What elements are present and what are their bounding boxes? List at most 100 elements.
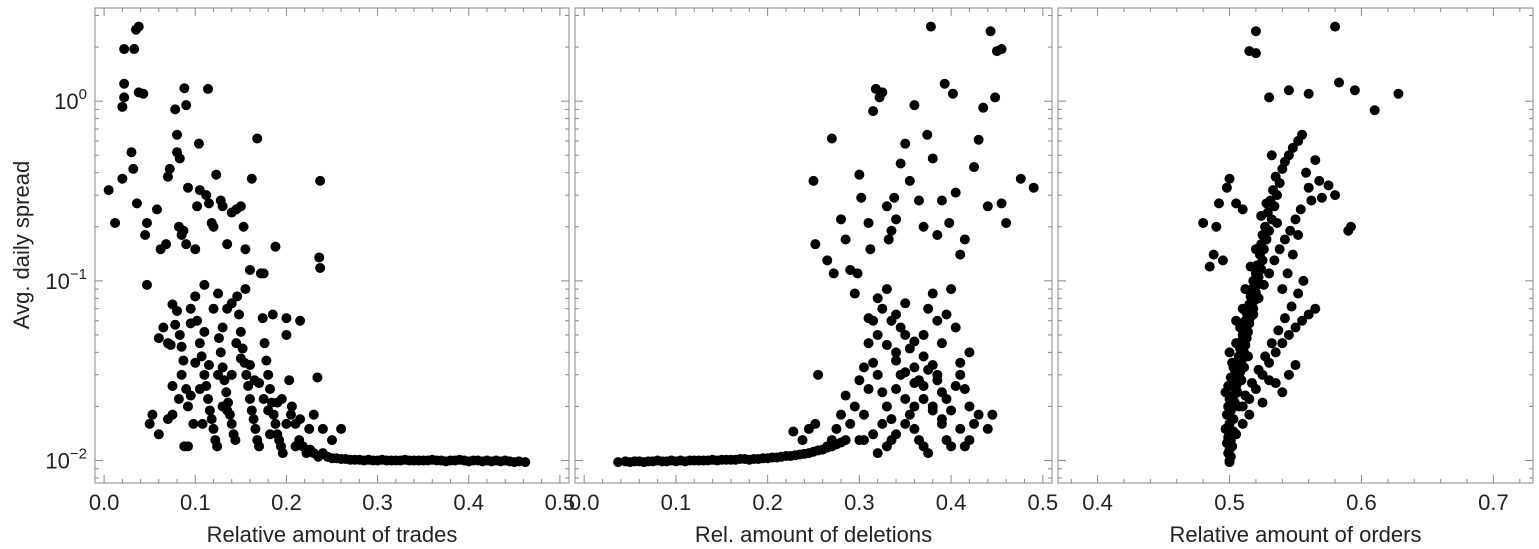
scatter-point (913, 195, 924, 206)
scatter-point (206, 414, 217, 425)
scatter-point (203, 394, 214, 405)
scatter-point (1261, 198, 1272, 209)
scatter-point (1237, 418, 1248, 429)
x-tick-label: 0.5 (1214, 490, 1245, 515)
scatter-point (1290, 360, 1301, 371)
scatter-point (240, 244, 251, 255)
scatter-point (1253, 364, 1264, 375)
scatter-point (925, 21, 936, 32)
x-tick-label: 0.3 (844, 490, 875, 515)
scatter-point (868, 429, 879, 440)
x-tick-label: 0.4 (1082, 490, 1113, 515)
scatter-point (138, 88, 149, 99)
scatter-point (1290, 214, 1301, 225)
scatter-point (900, 394, 911, 405)
scatter-point (1228, 362, 1239, 373)
scatter-point (246, 173, 257, 184)
scatter-point (868, 106, 879, 117)
scatter-point (868, 357, 879, 368)
scatter-point (213, 369, 224, 380)
scatter-point (295, 414, 306, 425)
scatter-point (147, 409, 158, 420)
x-axis-label: Relative amount of trades (207, 522, 458, 547)
plot-frame (94, 7, 570, 484)
scatter-point (858, 409, 869, 420)
scatter-point (215, 347, 226, 358)
scatter-point (167, 409, 178, 420)
scatter-point (1258, 279, 1269, 290)
scatter-point (877, 87, 888, 98)
scatter-point (1240, 284, 1251, 295)
scatter-point (222, 239, 233, 250)
scatter-point (1204, 261, 1215, 272)
x-tick-label: 0.0 (569, 490, 600, 515)
scatter-point (854, 169, 865, 180)
scatter-point (1239, 362, 1250, 373)
scatter-point (1286, 301, 1297, 312)
scatter-point (277, 448, 288, 459)
scatter-point (909, 100, 920, 111)
scatter-point (222, 303, 233, 314)
scatter-point (1293, 288, 1304, 299)
scatter-point (1303, 309, 1314, 320)
x-tick-label: 0.6 (1346, 490, 1377, 515)
scatter-point (1231, 198, 1242, 209)
scatter-point (1246, 378, 1257, 389)
scatter-point (241, 369, 252, 380)
scatter-point (131, 198, 142, 209)
scatter-point (226, 418, 237, 429)
scatter-point (1237, 303, 1248, 314)
scatter-point (969, 162, 980, 173)
scatter-point (232, 291, 243, 302)
scatter-point (1243, 351, 1253, 362)
scatter-point (201, 190, 212, 201)
scatter-point (259, 338, 270, 349)
scatter-point (1277, 387, 1288, 398)
scatter-point (211, 169, 222, 180)
scatter-point (194, 384, 205, 395)
scatter-point (828, 268, 839, 279)
scatter-point (179, 83, 190, 94)
scatter-point (119, 92, 130, 103)
scatter-point (153, 429, 164, 440)
scatter-point (119, 44, 130, 55)
scatter-point (144, 418, 155, 429)
scatter-point (982, 201, 993, 212)
scatter-point (265, 384, 276, 395)
scatter-point (248, 414, 259, 425)
scatter-point (308, 409, 319, 420)
scatter-point (235, 326, 246, 337)
scatter-point (197, 418, 208, 429)
scatter-point (955, 357, 966, 368)
x-tick-label: 0.4 (936, 490, 967, 515)
scatter-point (946, 441, 957, 452)
scatter-point (164, 163, 175, 174)
scatter-point (613, 457, 624, 468)
x-tick-label: 0.1 (180, 490, 211, 515)
scatter-point (1250, 244, 1261, 255)
scatter-point (199, 279, 210, 290)
scatter-point (982, 423, 993, 434)
scatter-point (1310, 303, 1321, 314)
scatter-point (203, 198, 214, 209)
scatter-point (193, 138, 204, 149)
scatter-point (946, 405, 957, 416)
scatter-point (909, 401, 920, 412)
scatter-point (244, 360, 255, 371)
scatter-point (172, 129, 183, 140)
scatter-point (889, 192, 900, 203)
scatter-point (831, 423, 842, 434)
scatter-point (140, 229, 151, 240)
scatter-point (856, 192, 867, 203)
scatter-point (959, 441, 970, 452)
scatter-point (881, 401, 892, 412)
scatter-point (1257, 397, 1268, 408)
scatter-point (230, 435, 241, 446)
scatter-point (955, 249, 966, 260)
scatter-point (950, 322, 961, 333)
scatter-point (221, 387, 232, 398)
scatter-point (865, 244, 876, 255)
scatter-point (1268, 185, 1279, 196)
scatter-point (1231, 338, 1242, 349)
scatter-point (1323, 180, 1334, 191)
